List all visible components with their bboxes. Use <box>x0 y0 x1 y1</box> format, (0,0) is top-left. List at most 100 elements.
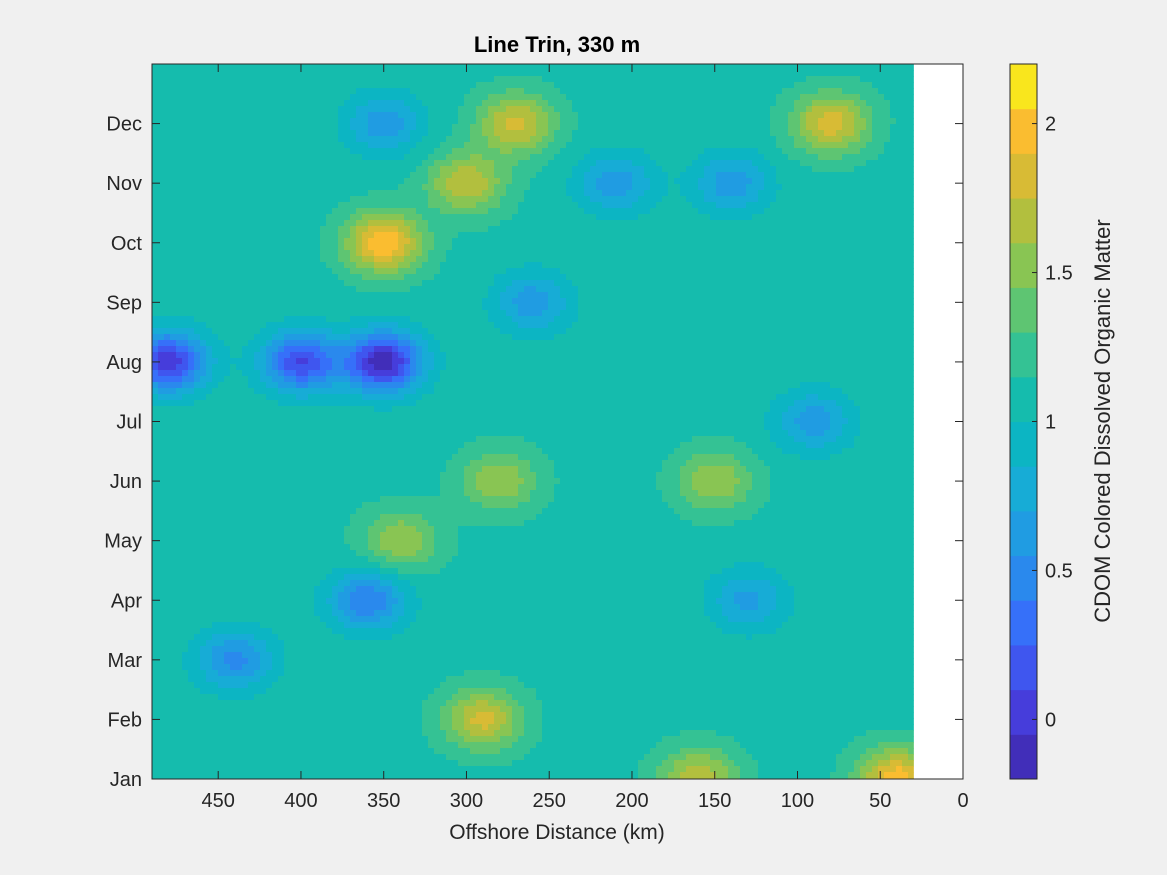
heatmap-cell <box>824 64 831 71</box>
heatmap-cell <box>152 202 159 209</box>
heatmap-cell <box>254 292 261 299</box>
heatmap-cell <box>200 274 207 281</box>
heatmap-cell <box>362 220 369 227</box>
heatmap-cell <box>728 94 735 101</box>
heatmap-cell <box>614 268 621 275</box>
heatmap-cell <box>890 214 897 221</box>
heatmap-cell <box>728 238 735 245</box>
heatmap-cell <box>530 244 537 251</box>
heatmap-cell <box>308 202 315 209</box>
heatmap-cell <box>608 166 615 173</box>
heatmap-cell <box>410 118 417 125</box>
heatmap-cell <box>278 106 285 113</box>
heatmap-cell <box>410 70 417 77</box>
heatmap-cell <box>890 64 897 71</box>
heatmap-cell <box>446 268 453 275</box>
heatmap-cell <box>728 76 735 83</box>
heatmap-cell <box>464 70 471 77</box>
heatmap-cell <box>332 256 339 263</box>
heatmap-cell <box>458 214 465 221</box>
heatmap-cell <box>248 250 255 257</box>
heatmap-cell <box>236 100 243 107</box>
heatmap-cell <box>362 82 369 89</box>
heatmap-cell <box>284 208 291 215</box>
heatmap-cell <box>194 124 201 131</box>
heatmap-cell <box>176 286 183 293</box>
heatmap-cell <box>686 166 693 173</box>
heatmap-cell <box>266 142 273 149</box>
heatmap-cell <box>806 142 813 149</box>
heatmap-cell <box>308 130 315 137</box>
heatmap-cell <box>374 238 381 245</box>
heatmap-cell <box>800 94 807 101</box>
heatmap-cell <box>854 100 861 107</box>
heatmap-cell <box>668 124 675 131</box>
heatmap-cell <box>722 100 729 107</box>
heatmap-cell <box>284 76 291 83</box>
heatmap-cell <box>242 250 249 257</box>
heatmap-cell <box>470 280 477 287</box>
heatmap-cell <box>866 70 873 77</box>
heatmap-cell <box>722 190 729 197</box>
heatmap-cell <box>554 232 561 239</box>
heatmap-cell <box>206 142 213 149</box>
heatmap-cell <box>236 256 243 263</box>
heatmap-cell <box>878 166 885 173</box>
heatmap-cell <box>194 214 201 221</box>
heatmap-cell <box>446 250 453 257</box>
heatmap-cell <box>656 238 663 245</box>
heatmap-cell <box>230 226 237 233</box>
heatmap-cell <box>854 292 861 299</box>
heatmap-cell <box>320 292 327 299</box>
heatmap-cell <box>710 226 717 233</box>
heatmap-cell <box>710 220 717 227</box>
heatmap-cell <box>278 256 285 263</box>
heatmap-cell <box>686 118 693 125</box>
heatmap-cell <box>806 82 813 89</box>
heatmap-cell <box>506 100 513 107</box>
heatmap-cell <box>266 256 273 263</box>
heatmap-cell <box>398 100 405 107</box>
heatmap-cell <box>494 160 501 167</box>
heatmap-cell <box>794 226 801 233</box>
heatmap-cell <box>434 148 441 155</box>
heatmap-cell <box>530 100 537 107</box>
heatmap-cell <box>908 256 914 263</box>
heatmap-cell <box>728 106 735 113</box>
heatmap-cell <box>902 82 909 89</box>
heatmap-cell <box>500 100 507 107</box>
heatmap-cell <box>716 136 723 143</box>
heatmap-cell <box>578 274 585 281</box>
heatmap-cell <box>878 172 885 179</box>
heatmap-cell <box>338 124 345 131</box>
heatmap-cell <box>614 88 621 95</box>
heatmap-cell <box>854 286 861 293</box>
heatmap-cell <box>686 244 693 251</box>
heatmap-cell <box>368 250 375 257</box>
heatmap-cell <box>200 154 207 161</box>
heatmap-cell <box>188 268 195 275</box>
heatmap-cell <box>404 238 411 245</box>
heatmap-cell <box>176 130 183 137</box>
heatmap-cell <box>566 184 573 191</box>
heatmap-cell <box>278 208 285 215</box>
heatmap-cell <box>686 238 693 245</box>
heatmap-cell <box>788 238 795 245</box>
heatmap-cell <box>200 280 207 287</box>
heatmap-cell <box>668 160 675 167</box>
heatmap-cell <box>242 208 249 215</box>
heatmap-cell <box>674 142 681 149</box>
heatmap-cell <box>674 238 681 245</box>
heatmap-cell <box>272 238 279 245</box>
heatmap-cell <box>278 262 285 269</box>
heatmap-cell <box>158 268 165 275</box>
heatmap-cell <box>884 196 891 203</box>
heatmap-cell <box>560 172 567 179</box>
heatmap-cell <box>818 94 825 101</box>
heatmap-cell <box>794 154 801 161</box>
heatmap-cell <box>560 142 567 149</box>
heatmap-cell <box>398 202 405 209</box>
heatmap-cell <box>344 70 351 77</box>
heatmap-cell <box>176 226 183 233</box>
heatmap-cell <box>350 208 357 215</box>
